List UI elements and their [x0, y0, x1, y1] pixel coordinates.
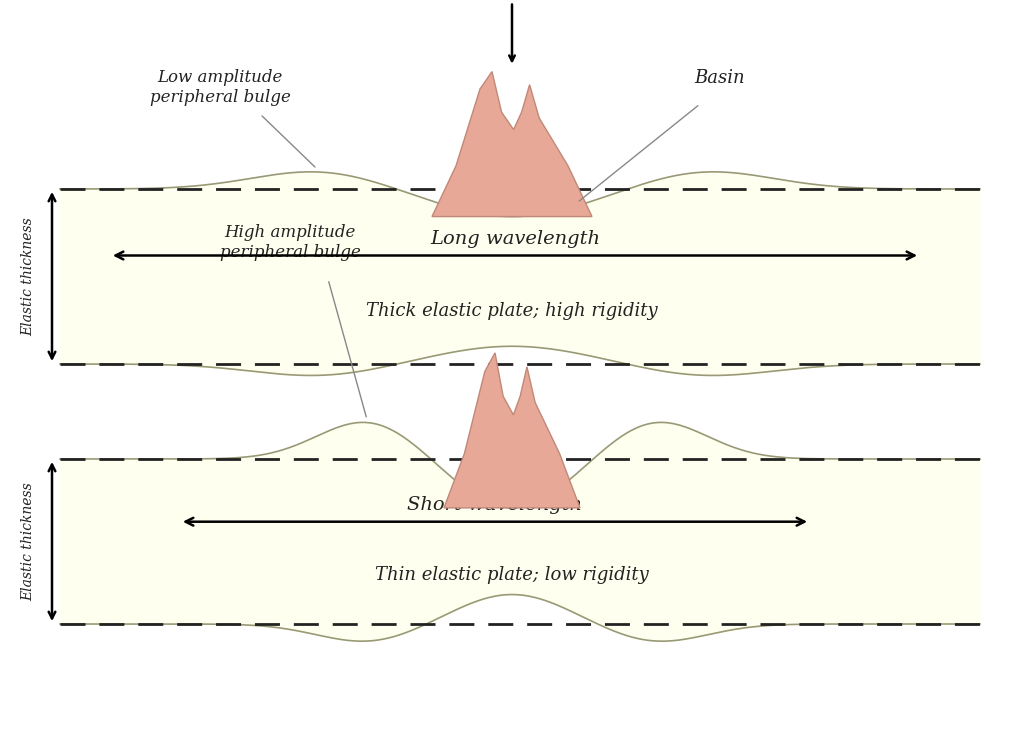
Text: Thick elastic plate; high rigidity: Thick elastic plate; high rigidity	[367, 302, 657, 320]
Text: Elastic thickness: Elastic thickness	[22, 217, 35, 336]
Text: Low amplitude
peripheral bulge: Low amplitude peripheral bulge	[150, 69, 291, 106]
Polygon shape	[444, 353, 580, 508]
Text: Basin: Basin	[694, 69, 745, 87]
Text: Elastic thickness: Elastic thickness	[22, 482, 35, 601]
Polygon shape	[432, 72, 592, 216]
Text: Thin elastic plate; low rigidity: Thin elastic plate; low rigidity	[375, 566, 649, 584]
Text: Long wavelength: Long wavelength	[430, 229, 600, 247]
Text: Short wavelength: Short wavelength	[408, 495, 583, 513]
Text: High amplitude
peripheral bulge: High amplitude peripheral bulge	[219, 224, 360, 261]
